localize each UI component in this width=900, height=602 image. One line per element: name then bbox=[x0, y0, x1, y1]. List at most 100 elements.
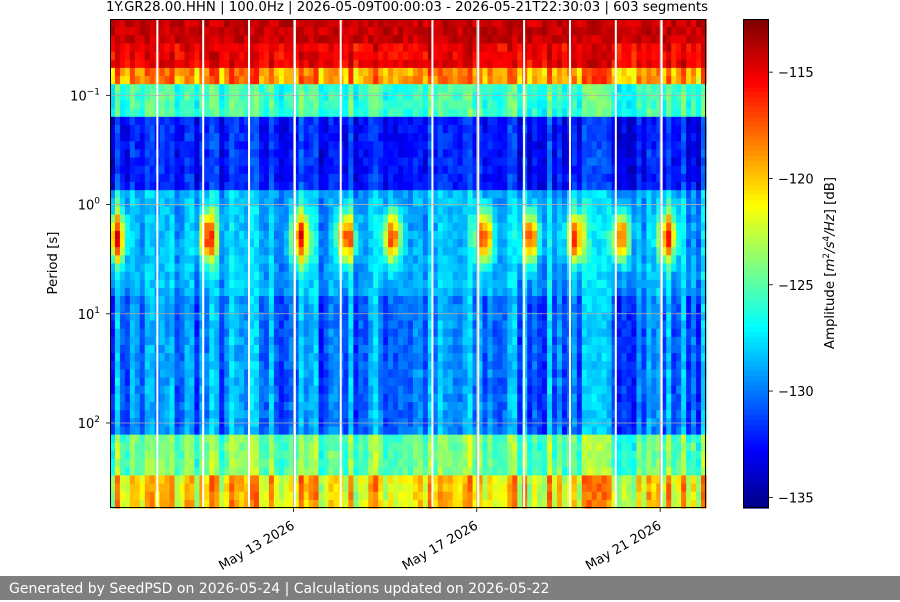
heatmap-cell bbox=[288, 296, 295, 305]
heatmap-cell bbox=[427, 336, 434, 346]
heatmap-cell bbox=[114, 450, 121, 460]
heatmap-cell bbox=[199, 43, 205, 53]
heatmap-cell bbox=[244, 230, 250, 240]
heatmap-cell bbox=[487, 230, 494, 240]
heatmap-cell bbox=[139, 434, 146, 444]
heatmap-cell bbox=[507, 467, 513, 476]
heatmap-cell bbox=[149, 190, 156, 199]
heatmap-cell bbox=[263, 214, 270, 224]
heatmap-cell bbox=[403, 426, 409, 436]
heatmap-cell bbox=[437, 214, 444, 224]
heatmap-cell bbox=[184, 475, 191, 485]
heatmap-cell bbox=[467, 410, 474, 419]
heatmap-cell bbox=[333, 377, 340, 387]
heatmap-cell bbox=[278, 27, 285, 36]
heatmap-cell bbox=[184, 92, 191, 102]
heatmap-cell bbox=[447, 287, 454, 297]
heatmap-cell bbox=[174, 149, 181, 159]
heatmap-cell bbox=[398, 361, 404, 371]
heatmap-cell bbox=[408, 353, 414, 362]
heatmap-cell bbox=[184, 133, 191, 142]
heatmap-cell bbox=[368, 393, 374, 403]
heatmap-cell bbox=[353, 369, 359, 379]
heatmap-cell bbox=[492, 157, 498, 167]
heatmap-cell bbox=[358, 483, 364, 493]
heatmap-cell bbox=[224, 263, 230, 273]
heatmap-cell bbox=[244, 263, 250, 273]
heatmap-cell bbox=[462, 247, 469, 256]
heatmap-cell bbox=[159, 336, 166, 346]
heatmap-cell bbox=[492, 402, 498, 411]
heatmap-cell bbox=[110, 84, 116, 93]
heatmap-cell bbox=[393, 345, 399, 354]
heatmap-cell bbox=[239, 336, 245, 346]
heatmap-cell bbox=[353, 222, 359, 232]
heatmap-cell bbox=[139, 361, 146, 371]
heatmap-cell bbox=[244, 206, 250, 216]
heatmap-cell bbox=[432, 43, 439, 53]
heatmap-cell bbox=[239, 467, 245, 476]
heatmap-cell bbox=[199, 320, 205, 330]
heatmap-cell bbox=[427, 483, 434, 493]
heatmap-cell bbox=[199, 67, 205, 77]
heatmap-cell bbox=[333, 426, 340, 436]
heatmap-cell bbox=[348, 304, 354, 313]
heatmap-cell bbox=[512, 239, 518, 248]
heatmap-cell bbox=[482, 385, 489, 395]
heatmap-cell bbox=[298, 35, 305, 45]
heatmap-cell bbox=[313, 92, 320, 102]
heatmap-cell bbox=[189, 116, 196, 126]
heatmap-cell bbox=[368, 149, 374, 159]
heatmap-cell bbox=[244, 108, 250, 118]
heatmap-cell bbox=[408, 328, 414, 338]
heatmap-cell bbox=[110, 450, 116, 460]
heatmap-cell bbox=[293, 247, 300, 256]
heatmap-cell bbox=[373, 100, 379, 110]
heatmap-cell bbox=[447, 35, 454, 45]
heatmap-cell bbox=[298, 59, 305, 69]
heatmap-cell bbox=[194, 190, 200, 199]
heatmap-cell bbox=[492, 361, 498, 371]
heatmap-cell bbox=[472, 402, 479, 411]
heatmap-cell bbox=[263, 239, 270, 248]
heatmap-cell bbox=[477, 51, 484, 61]
heatmap-cell bbox=[427, 124, 434, 134]
heatmap-cell bbox=[318, 165, 325, 175]
heatmap-cell bbox=[129, 108, 136, 118]
heatmap-cell bbox=[333, 51, 340, 61]
heatmap-cell bbox=[288, 108, 295, 118]
heatmap-cell bbox=[507, 312, 513, 322]
heatmap-cell bbox=[278, 190, 285, 199]
heatmap-cell bbox=[457, 76, 464, 85]
heatmap-cell bbox=[313, 165, 320, 175]
heatmap-cell bbox=[467, 255, 474, 265]
heatmap-cell bbox=[224, 345, 230, 354]
heatmap-cell bbox=[507, 84, 513, 93]
heatmap-cell bbox=[408, 304, 414, 313]
heatmap-cell bbox=[318, 361, 325, 371]
heatmap-cell bbox=[358, 247, 364, 256]
heatmap-cell bbox=[293, 434, 300, 444]
heatmap-cell bbox=[254, 426, 260, 436]
heatmap-cell bbox=[239, 230, 245, 240]
heatmap-cell bbox=[388, 442, 394, 452]
heatmap-cell bbox=[149, 402, 156, 411]
heatmap-cell bbox=[209, 206, 215, 216]
heatmap-cell bbox=[229, 108, 235, 118]
heatmap-cell bbox=[110, 402, 116, 411]
heatmap-cell bbox=[323, 475, 330, 485]
heatmap-cell bbox=[224, 116, 230, 126]
heatmap-cell bbox=[497, 19, 503, 28]
heatmap-cell bbox=[502, 67, 508, 77]
heatmap-cell bbox=[333, 361, 340, 371]
heatmap-cell bbox=[348, 434, 354, 444]
heatmap-cell bbox=[462, 165, 469, 175]
heatmap-cell bbox=[462, 491, 469, 501]
heatmap-cell bbox=[169, 76, 176, 85]
heatmap-cell bbox=[517, 459, 523, 468]
heatmap-cell bbox=[403, 491, 409, 501]
heatmap-cell bbox=[229, 296, 235, 305]
heatmap-cell bbox=[283, 59, 290, 69]
heatmap-cell bbox=[333, 393, 340, 403]
heatmap-cell bbox=[477, 35, 484, 45]
